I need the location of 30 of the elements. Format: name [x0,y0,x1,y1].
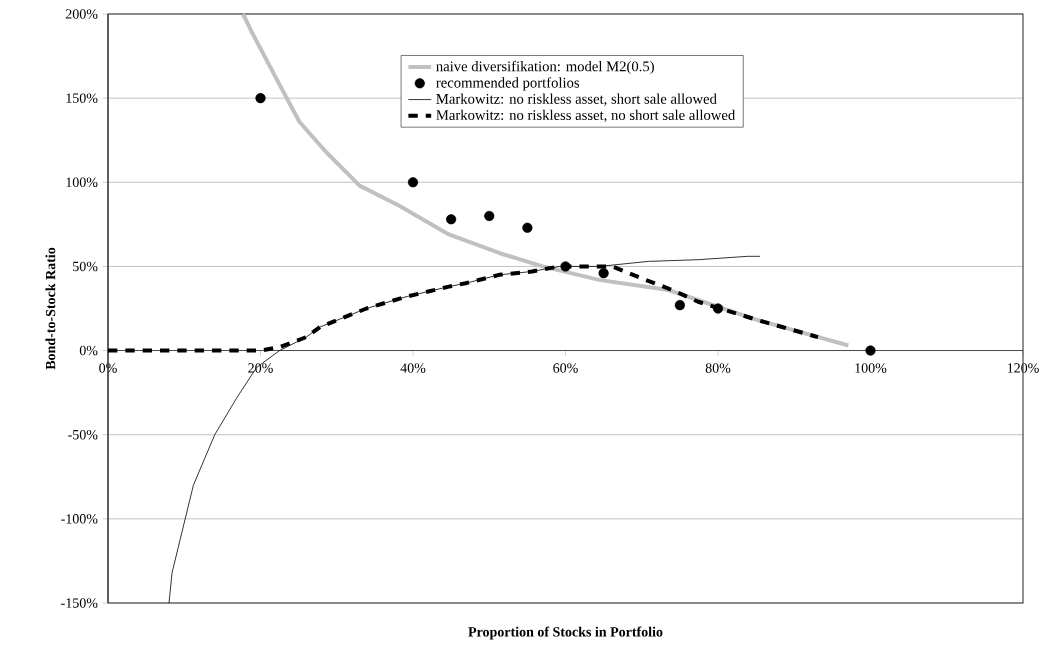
x-tick-label: 60% [553,363,578,373]
x-tick-label: 20% [248,363,273,373]
point [407,177,419,188]
x-tick-label: 100% [855,363,887,373]
x-tick-label: 40% [400,363,426,373]
y-tick-label: 200% [65,9,98,19]
y-tick-label: 0% [79,345,98,356]
x-tick-label: 80% [705,363,731,373]
point [446,214,457,225]
legend-label: Markowitz: no riskless asset, no short sale allowed [436,109,736,123]
x-axis-title: Proportion of Stocks in Portfolio [468,626,663,640]
y-tick-label: 50% [73,261,98,272]
y-tick-label: -50% [68,429,98,440]
legend-label: recommended portfolios [436,77,580,91]
y-tick-label: 100% [66,177,98,188]
legend-label: Markowitz: no riskless asset, short sale allowed [436,93,717,106]
point [484,210,495,222]
y-tick-label: -100% [61,514,98,524]
point [674,300,685,311]
y-axis-title: Bond-to-Stock Ratio [45,247,56,370]
x-tick-label: 120% [1007,363,1039,373]
point [522,222,533,233]
y-tick-label: 150% [66,93,98,103]
legend-label: naive diversifikation: model M2(0.5) [436,60,654,75]
point [255,93,266,104]
point [560,261,571,272]
point [712,303,724,314]
y-tick-label: -150% [61,598,98,608]
point [865,345,876,356]
point [598,268,609,279]
